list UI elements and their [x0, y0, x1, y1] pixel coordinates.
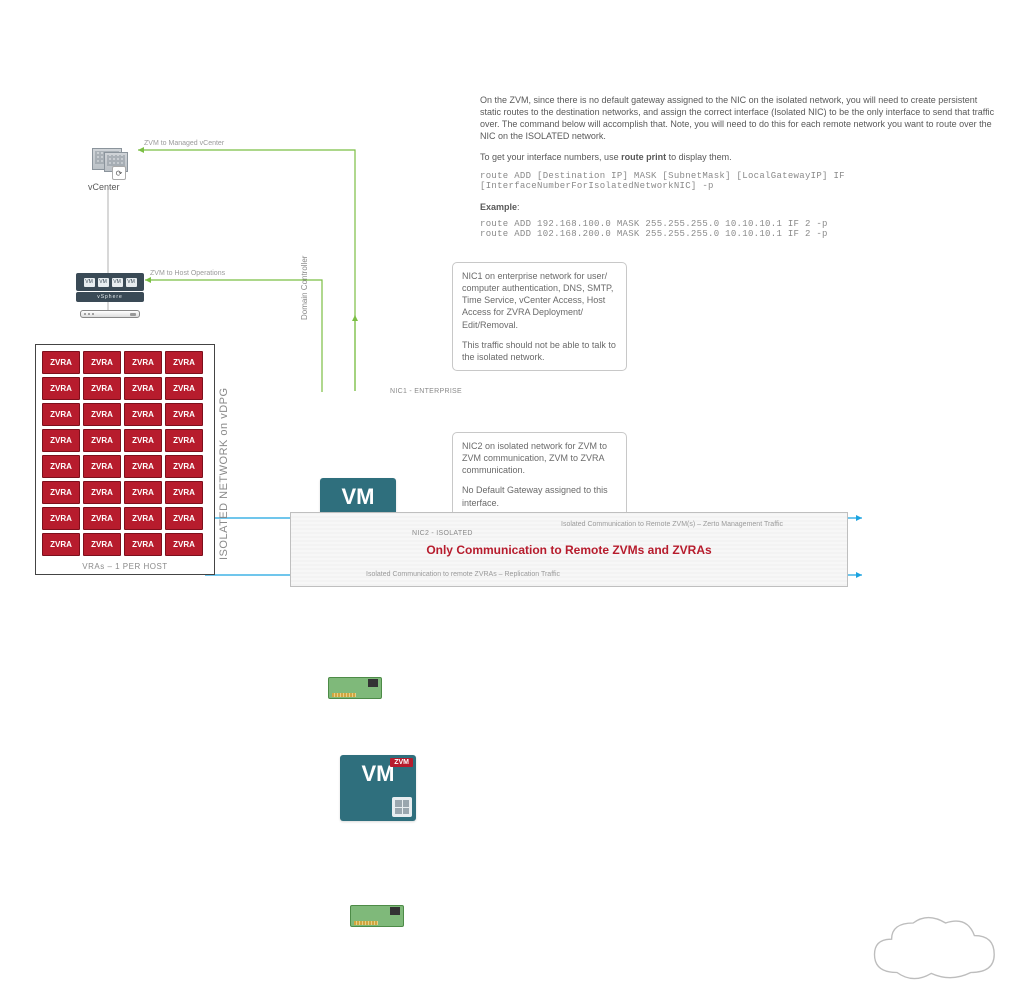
- zvra-cell: ZVRA: [42, 507, 80, 530]
- zvra-cell: ZVRA: [83, 507, 121, 530]
- explain-block: On the ZVM, since there is no default ga…: [480, 94, 995, 239]
- host-footer: VRAs – 1 PER HOST: [36, 562, 214, 571]
- zvra-cell: ZVRA: [42, 377, 80, 400]
- zvra-cell: ZVRA: [124, 507, 162, 530]
- vsphere-node: VM VM VM VM vSphere: [76, 273, 144, 302]
- zvra-cell: ZVRA: [124, 481, 162, 504]
- zvra-cell: ZVRA: [165, 377, 203, 400]
- label-zvm-vcenter: ZVM to Managed vCenter: [144, 140, 224, 147]
- zvra-cell: ZVRA: [83, 377, 121, 400]
- example-1: route ADD 192.168.100.0 MASK 255.255.255…: [480, 219, 995, 229]
- only-comm-label: Only Communication to Remote ZVMs and ZV…: [291, 543, 847, 557]
- dc-label: Domain Controller: [300, 250, 309, 320]
- zvra-cell: ZVRA: [165, 533, 203, 556]
- isolated-side-label: ISOLATED NETWORK on vDPG: [218, 370, 230, 560]
- vcenter-label: vCenter: [88, 182, 132, 192]
- zvra-cell: ZVRA: [42, 403, 80, 426]
- zvra-cell: ZVRA: [42, 429, 80, 452]
- zvra-grid: ZVRAZVRAZVRAZVRAZVRAZVRAZVRAZVRAZVRAZVRA…: [42, 351, 208, 556]
- route-syntax: route ADD [Destination IP] MASK [SubnetM…: [480, 171, 995, 191]
- zvra-cell: ZVRA: [165, 429, 203, 452]
- example-2: route ADD 102.168.200.0 MASK 255.255.255…: [480, 229, 995, 239]
- vm-zvm: VM ZVM: [340, 755, 416, 821]
- zvra-cell: ZVRA: [165, 351, 203, 374]
- zvra-cell: ZVRA: [83, 481, 121, 504]
- zvra-cell: ZVRA: [42, 455, 80, 478]
- zvra-cell: ZVRA: [124, 429, 162, 452]
- zvra-cell: ZVRA: [83, 533, 121, 556]
- nic1-label: NIC1 - ENTERPRISE: [390, 388, 462, 395]
- para1: On the ZVM, since there is no default ga…: [480, 94, 995, 143]
- zvra-cell: ZVRA: [124, 377, 162, 400]
- windows-icon: [392, 797, 412, 817]
- zvra-cell: ZVRA: [83, 351, 121, 374]
- iso-label-top: Isolated Communication to Remote ZVM(s) …: [561, 521, 783, 528]
- callout-nic2: NIC2 on isolated network for ZVM to ZVM …: [452, 432, 627, 517]
- label-zvm-host: ZVM to Host Operations: [150, 270, 225, 277]
- zvra-cell: ZVRA: [165, 455, 203, 478]
- vcenter-node: ⟳ vCenter: [92, 148, 132, 192]
- zvra-cell: ZVRA: [83, 403, 121, 426]
- host-box: ZVRAZVRAZVRAZVRAZVRAZVRAZVRAZVRAZVRAZVRA…: [35, 344, 215, 575]
- zvra-cell: ZVRA: [165, 507, 203, 530]
- zvra-cell: ZVRA: [165, 403, 203, 426]
- zvra-cell: ZVRA: [124, 403, 162, 426]
- zvra-cell: ZVRA: [42, 533, 80, 556]
- nic2-label: NIC2 - ISOLATED: [412, 530, 473, 537]
- isolated-area: Isolated Communication to Remote ZVM(s) …: [290, 512, 848, 587]
- cloud-icon: [858, 905, 1008, 995]
- vsphere-label: vSphere: [76, 292, 144, 302]
- zvra-cell: ZVRA: [165, 481, 203, 504]
- zvra-cell: ZVRA: [124, 455, 162, 478]
- zvra-cell: ZVRA: [124, 351, 162, 374]
- nic1-card: [328, 677, 382, 699]
- para2: To get your interface numbers, use route…: [480, 151, 995, 163]
- zvra-cell: ZVRA: [42, 481, 80, 504]
- example-label: Example:: [480, 201, 995, 213]
- nic2-card: [350, 905, 404, 927]
- zvra-cell: ZVRA: [42, 351, 80, 374]
- zvra-cell: ZVRA: [83, 429, 121, 452]
- zvm-badge: ZVM: [390, 758, 413, 767]
- zvra-cell: ZVRA: [83, 455, 121, 478]
- zvra-cell: ZVRA: [124, 533, 162, 556]
- callout-nic1: NIC1 on enterprise network for user/ com…: [452, 262, 627, 371]
- storage-icon: [80, 310, 140, 318]
- iso-label-bottom: Isolated Communication to remote ZVRAs –…: [366, 571, 560, 578]
